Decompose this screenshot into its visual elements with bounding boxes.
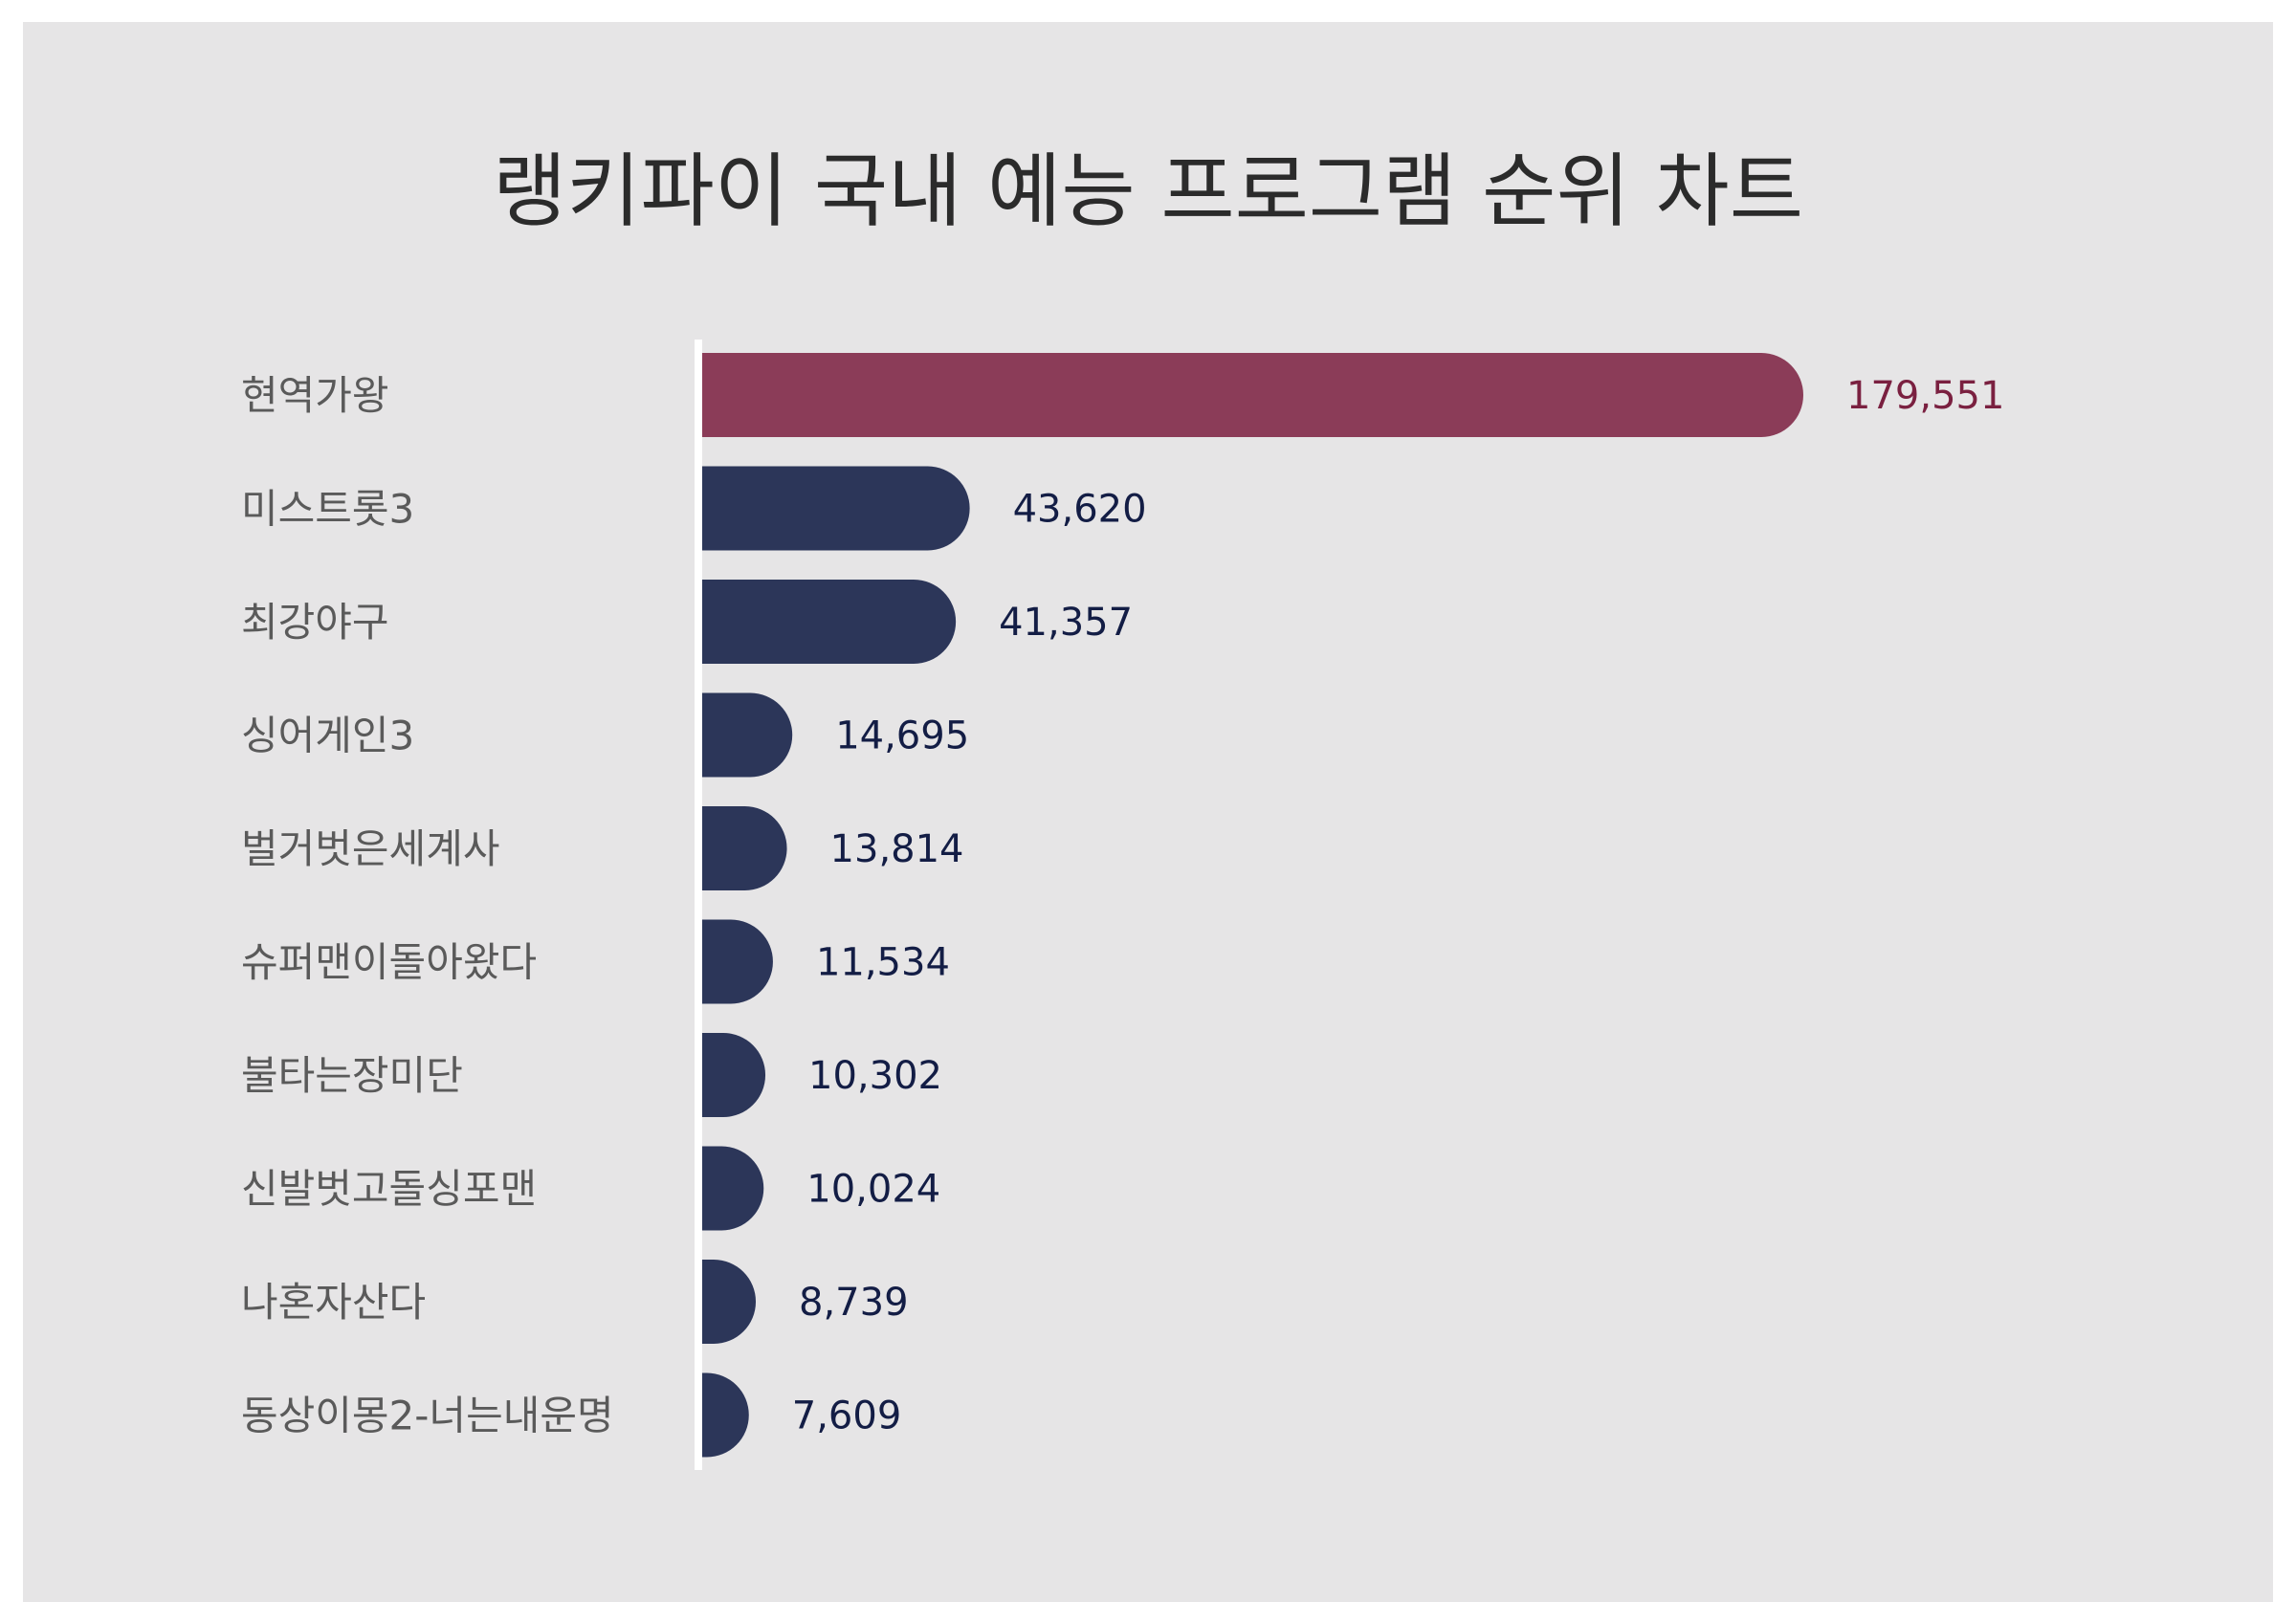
value-label: 11,534 (816, 941, 950, 985)
category-label: 나혼자산다 (241, 1279, 426, 1326)
value-label: 7,609 (792, 1394, 902, 1438)
bar-3 (702, 580, 957, 664)
value-label: 10,024 (806, 1168, 940, 1212)
bar-5 (702, 806, 787, 890)
bar-1 (702, 353, 1803, 437)
chart-title: 랭키파이 국내 예능 프로그램 순위 차트 (493, 144, 1803, 238)
bar-9 (702, 1260, 757, 1344)
value-labels: 179,551 43,620 41,357 14,695 13,814 11,534 10,… (792, 374, 2005, 1438)
category-label: 최강야구 (241, 599, 389, 646)
category-label: 불타는장미단 (241, 1052, 463, 1099)
category-label: 신발벗고돌싱포맨 (241, 1166, 537, 1213)
value-label: 179,551 (1846, 374, 2004, 418)
bar-4 (702, 692, 793, 778)
category-label: 슈퍼맨이돌아왔다 (241, 939, 537, 986)
value-label: 43,620 (1013, 488, 1147, 532)
value-label: 41,357 (999, 601, 1133, 645)
value-label: 14,695 (835, 714, 969, 758)
chart-background (23, 22, 2273, 1602)
bar-7 (702, 1033, 766, 1117)
value-label: 8,739 (799, 1281, 909, 1325)
bar-2 (702, 466, 970, 551)
category-label: 싱어게인3 (241, 713, 414, 759)
category-label: 동상이몽2-너는내운명 (241, 1393, 614, 1439)
bar-8 (702, 1146, 764, 1231)
value-label: 13,814 (830, 827, 964, 871)
value-label: 10,302 (808, 1054, 942, 1098)
bar-10 (702, 1372, 749, 1458)
category-label: 현역가왕 (241, 372, 389, 419)
category-label: 미스트롯3 (241, 486, 414, 533)
bar-6 (702, 919, 773, 1004)
bars (702, 353, 1803, 1458)
category-label: 벌거벗은세계사 (241, 825, 499, 872)
